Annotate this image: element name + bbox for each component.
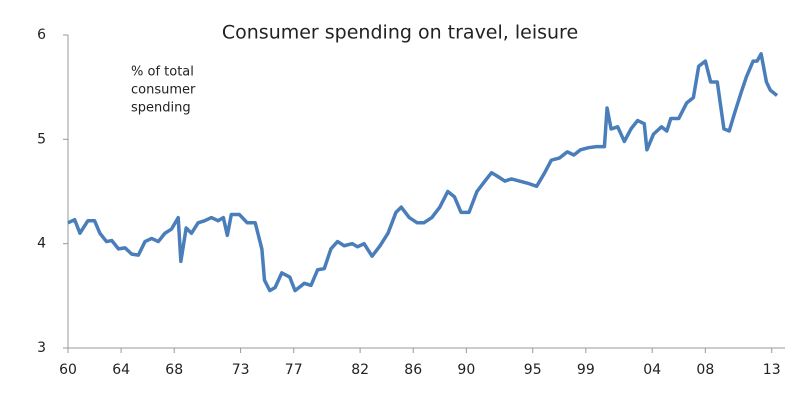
x-tick-label: 82: [351, 362, 369, 378]
x-tick-label: 13: [763, 362, 781, 378]
y-tick-label: 6: [37, 27, 46, 43]
x-tick-label: 08: [696, 362, 714, 378]
x-tick-label: 95: [524, 362, 542, 378]
x-tick-label: 04: [643, 362, 661, 378]
annotation: spending: [131, 101, 191, 116]
x-tick-label: 86: [404, 362, 422, 378]
annotation: % of total: [131, 65, 194, 80]
chart-title: Consumer spending on travel, leisure: [222, 22, 578, 44]
annotation: consumer: [131, 83, 196, 98]
x-tick-label: 77: [285, 362, 303, 378]
x-tick-label: 68: [165, 362, 183, 378]
y-tick-label: 5: [37, 131, 46, 147]
x-tick-label: 73: [232, 362, 250, 378]
x-tick-label: 64: [112, 362, 130, 378]
data-line: [67, 52, 779, 293]
x-tick-label: 90: [457, 362, 475, 378]
x-tick-label: 60: [59, 362, 77, 378]
y-tick-label: 3: [37, 340, 46, 356]
x-tick-label: 99: [577, 362, 595, 378]
y-tick-label: 4: [37, 236, 46, 252]
